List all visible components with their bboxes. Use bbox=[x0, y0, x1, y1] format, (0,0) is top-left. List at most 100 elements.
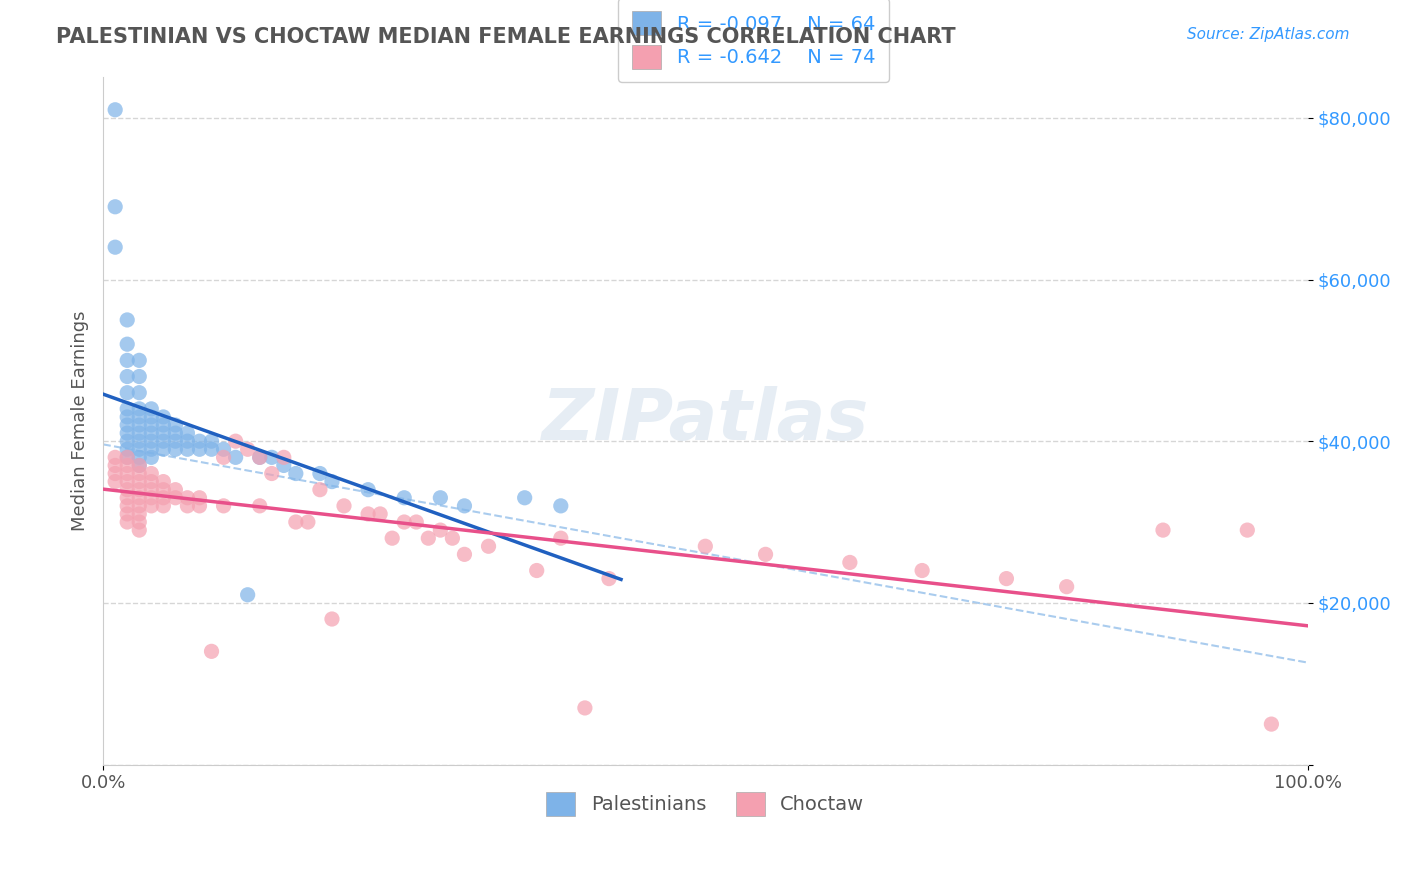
Point bbox=[453, 547, 475, 561]
Point bbox=[273, 458, 295, 473]
Point bbox=[152, 417, 174, 432]
Point bbox=[128, 385, 150, 400]
Point bbox=[1056, 580, 1078, 594]
Point bbox=[115, 499, 138, 513]
Point bbox=[911, 564, 934, 578]
Text: ZIPatlas: ZIPatlas bbox=[541, 386, 869, 456]
Point bbox=[165, 434, 187, 449]
Point bbox=[104, 458, 127, 473]
Point bbox=[141, 409, 163, 424]
Point bbox=[188, 442, 211, 457]
Point bbox=[333, 499, 356, 513]
Point bbox=[152, 409, 174, 424]
Point bbox=[152, 434, 174, 449]
Point bbox=[128, 523, 150, 537]
Point bbox=[838, 556, 860, 570]
Point bbox=[115, 353, 138, 368]
Point bbox=[141, 450, 163, 465]
Point bbox=[176, 426, 198, 441]
Point bbox=[321, 475, 343, 489]
Point bbox=[128, 499, 150, 513]
Point bbox=[357, 483, 380, 497]
Point bbox=[115, 337, 138, 351]
Point bbox=[176, 499, 198, 513]
Point bbox=[405, 515, 427, 529]
Point bbox=[418, 531, 440, 545]
Point bbox=[995, 572, 1018, 586]
Point bbox=[188, 499, 211, 513]
Point bbox=[152, 442, 174, 457]
Point bbox=[260, 450, 283, 465]
Point bbox=[115, 417, 138, 432]
Point bbox=[1236, 523, 1258, 537]
Point bbox=[574, 701, 596, 715]
Point bbox=[598, 572, 620, 586]
Point bbox=[441, 531, 464, 545]
Point bbox=[200, 644, 222, 658]
Point bbox=[297, 515, 319, 529]
Point bbox=[115, 450, 138, 465]
Point bbox=[309, 467, 332, 481]
Point bbox=[165, 483, 187, 497]
Point bbox=[152, 475, 174, 489]
Point bbox=[236, 442, 259, 457]
Point bbox=[212, 442, 235, 457]
Point bbox=[115, 458, 138, 473]
Point bbox=[104, 200, 127, 214]
Point bbox=[152, 491, 174, 505]
Point bbox=[128, 353, 150, 368]
Point bbox=[176, 434, 198, 449]
Point bbox=[115, 369, 138, 384]
Point bbox=[141, 475, 163, 489]
Point bbox=[1152, 523, 1174, 537]
Point bbox=[381, 531, 404, 545]
Point bbox=[128, 450, 150, 465]
Point bbox=[152, 426, 174, 441]
Point bbox=[284, 467, 307, 481]
Point bbox=[394, 515, 416, 529]
Point bbox=[394, 491, 416, 505]
Point bbox=[225, 450, 247, 465]
Point bbox=[754, 547, 776, 561]
Point bbox=[513, 491, 536, 505]
Point bbox=[128, 483, 150, 497]
Point bbox=[115, 313, 138, 327]
Point bbox=[128, 426, 150, 441]
Point bbox=[249, 450, 271, 465]
Point bbox=[249, 450, 271, 465]
Point bbox=[236, 588, 259, 602]
Point bbox=[115, 434, 138, 449]
Point bbox=[104, 450, 127, 465]
Point bbox=[141, 426, 163, 441]
Point bbox=[309, 483, 332, 497]
Point bbox=[141, 401, 163, 416]
Point bbox=[115, 515, 138, 529]
Point bbox=[128, 409, 150, 424]
Point bbox=[152, 483, 174, 497]
Point bbox=[357, 507, 380, 521]
Point bbox=[165, 442, 187, 457]
Point bbox=[477, 539, 499, 553]
Point bbox=[104, 467, 127, 481]
Point bbox=[128, 417, 150, 432]
Point bbox=[141, 499, 163, 513]
Point bbox=[165, 491, 187, 505]
Point bbox=[115, 401, 138, 416]
Point bbox=[128, 475, 150, 489]
Point bbox=[115, 385, 138, 400]
Point bbox=[141, 467, 163, 481]
Point bbox=[225, 434, 247, 449]
Point bbox=[165, 426, 187, 441]
Point bbox=[200, 442, 222, 457]
Point bbox=[115, 491, 138, 505]
Point bbox=[128, 491, 150, 505]
Point bbox=[284, 515, 307, 529]
Point bbox=[115, 483, 138, 497]
Point bbox=[115, 409, 138, 424]
Point bbox=[429, 491, 451, 505]
Y-axis label: Median Female Earnings: Median Female Earnings bbox=[72, 310, 89, 532]
Point bbox=[249, 499, 271, 513]
Point bbox=[141, 442, 163, 457]
Point bbox=[550, 531, 572, 545]
Point bbox=[260, 467, 283, 481]
